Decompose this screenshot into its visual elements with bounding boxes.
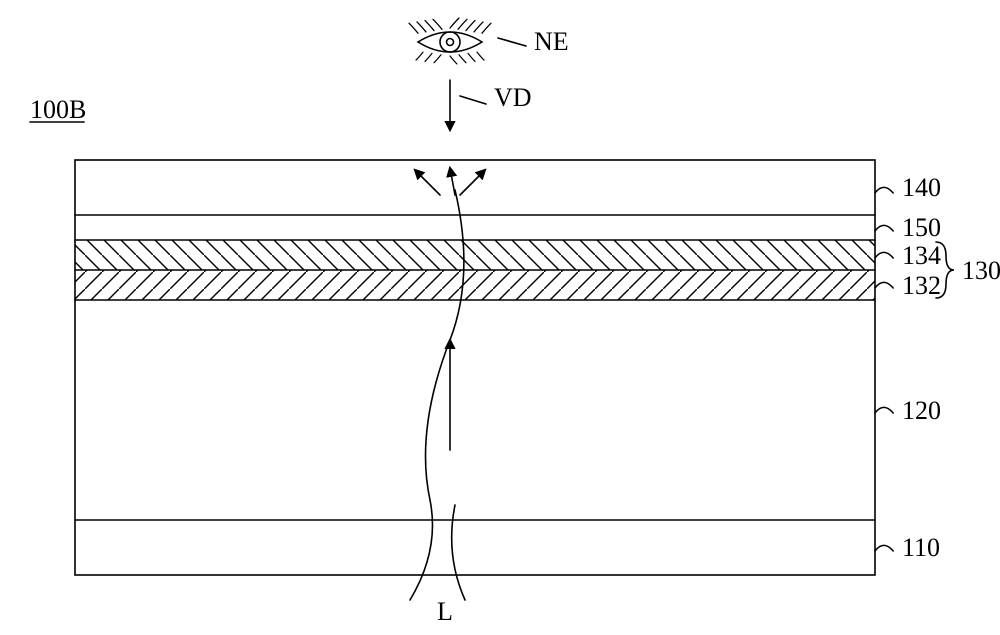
layer-label: 134 xyxy=(902,241,941,270)
leader-arc xyxy=(875,407,893,413)
label-light: L xyxy=(437,597,453,626)
layer-label: 132 xyxy=(902,271,941,300)
layer-label: 140 xyxy=(902,173,941,202)
patent-diagram: 100B NEVD 140 150134132 120 110 130 L xyxy=(0,0,1000,635)
layer-label: 150 xyxy=(902,213,941,242)
scatter-arrow xyxy=(460,170,485,195)
leader-ne xyxy=(498,38,526,46)
leader-arc xyxy=(875,282,893,288)
layer-label: 120 xyxy=(902,396,941,425)
label-ne: NE xyxy=(534,27,569,56)
hatched-layer xyxy=(75,240,875,270)
leader-arc xyxy=(875,187,893,193)
leader-arc xyxy=(875,252,893,258)
hatched-layer xyxy=(75,270,875,300)
layer-label: 110 xyxy=(902,533,940,562)
eye-icon xyxy=(409,18,491,64)
layer-stack-outline xyxy=(75,160,875,575)
leader-vd xyxy=(460,96,486,104)
leader-arc xyxy=(875,225,893,231)
label-130: 130 xyxy=(962,256,1000,285)
label-vd: VD xyxy=(494,83,532,112)
scatter-arrow xyxy=(415,170,440,195)
light-exit-arrow xyxy=(450,168,455,195)
figure-ref: 100B xyxy=(30,95,86,124)
leader-arc xyxy=(875,545,893,551)
